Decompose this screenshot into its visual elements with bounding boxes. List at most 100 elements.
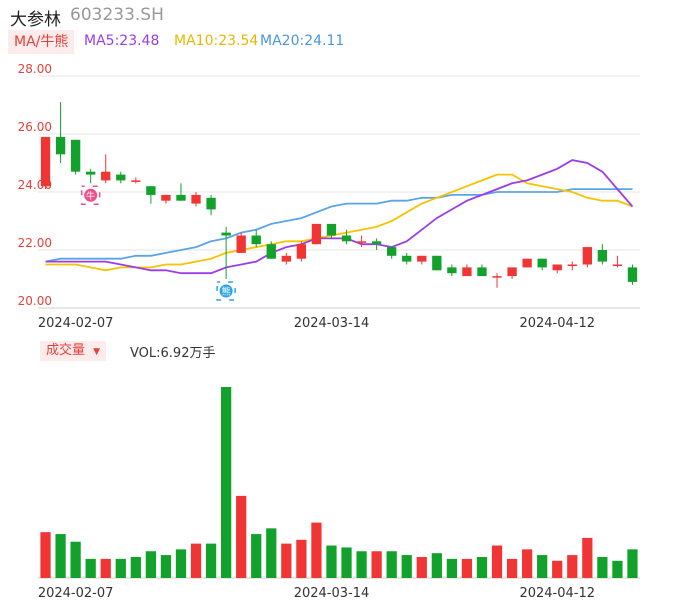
volume-bar xyxy=(266,528,277,578)
volume-value: VOL:6.92万手 xyxy=(130,346,216,361)
ma10-line xyxy=(45,173,633,272)
volume-bar xyxy=(115,558,126,578)
candle-body xyxy=(492,276,502,278)
candle-body xyxy=(387,247,397,256)
volume-bar xyxy=(205,543,217,578)
price-x-tick-label: 2024-02-07 xyxy=(38,316,114,331)
candle-body xyxy=(417,255,427,262)
bull-marker-icon: 牛 xyxy=(80,185,101,206)
volume-bar xyxy=(236,495,247,578)
candle-body xyxy=(266,244,276,259)
candle-body xyxy=(371,241,382,245)
volume-label: 成交量 xyxy=(46,343,86,358)
candle-body xyxy=(627,267,638,282)
candle-body xyxy=(161,194,171,201)
price-axis-tick-label: 20.00 xyxy=(18,294,52,308)
candle-body xyxy=(477,267,487,277)
candle-body xyxy=(191,194,201,204)
volume-bar xyxy=(506,558,518,578)
candle-body xyxy=(236,235,246,253)
marker-dot xyxy=(84,188,98,202)
candle-body xyxy=(552,264,562,271)
ma5-line xyxy=(45,159,634,275)
candle-body xyxy=(101,171,111,181)
volume-x-tick-label: 2024-03-14 xyxy=(294,586,370,601)
ma20-line xyxy=(45,188,633,263)
volume-bar xyxy=(431,553,442,578)
candle-body xyxy=(40,136,51,187)
candle-body xyxy=(537,258,547,268)
volume-bar xyxy=(40,532,51,578)
ma20-value: MA20:24.11 xyxy=(260,33,345,49)
candle-body xyxy=(522,258,532,268)
candle-body xyxy=(70,139,81,172)
volume-bar xyxy=(326,545,337,578)
volume-bar xyxy=(552,560,563,578)
candle-body xyxy=(296,244,307,259)
volume-bar xyxy=(476,556,488,578)
candle-body xyxy=(311,223,322,245)
candle-body xyxy=(462,267,472,277)
volume-bar xyxy=(386,551,397,578)
candle-body xyxy=(326,223,337,236)
candle-body xyxy=(447,267,457,274)
marker-label: 牛 xyxy=(86,190,95,202)
volume-bar xyxy=(281,543,292,578)
volume-bar xyxy=(160,555,172,578)
candle-body xyxy=(507,267,517,277)
candle-body xyxy=(146,186,156,195)
price-x-tick-label: 2024-04-12 xyxy=(519,316,595,331)
candle-body xyxy=(86,171,96,175)
volume-bar xyxy=(461,558,473,578)
ma10-value: MA10:23.54 xyxy=(174,33,259,49)
price-x-tick-label: 2024-03-14 xyxy=(294,316,370,331)
volume-bar xyxy=(582,537,593,578)
dropdown-arrow-icon: ▼ xyxy=(93,347,101,357)
volume-bar xyxy=(145,551,156,578)
candle-body xyxy=(221,232,231,236)
marker-frame xyxy=(216,281,236,301)
ma-toggle-button[interactable]: MA/牛熊 xyxy=(8,30,75,54)
candle-body xyxy=(251,235,261,245)
candle-body xyxy=(341,235,352,242)
volume-bar xyxy=(190,543,202,578)
volume-bar xyxy=(311,522,322,578)
volume-bar xyxy=(522,549,533,578)
volume-bar xyxy=(416,556,427,578)
candle-body xyxy=(597,250,608,262)
volume-bar xyxy=(251,534,262,578)
volume-bar xyxy=(70,541,81,578)
candle-body xyxy=(567,264,577,266)
marker-dot xyxy=(219,284,233,298)
volume-bar xyxy=(85,558,96,578)
candle-body xyxy=(582,247,592,265)
candle-body xyxy=(131,180,141,182)
candle-body xyxy=(402,255,412,262)
candle-body xyxy=(206,197,216,210)
volume-bar xyxy=(221,387,232,578)
volume-bar xyxy=(296,539,307,578)
price-axis-tick-label: 26.00 xyxy=(18,120,52,134)
volume-bar xyxy=(597,556,608,578)
volume-bar xyxy=(537,555,548,578)
volume-bar xyxy=(401,555,412,578)
price-axis-tick-label: 28.00 xyxy=(18,62,52,76)
volume-bar xyxy=(100,558,111,578)
volume-indicator-dropdown[interactable]: 成交量 ▼ xyxy=(40,341,107,361)
volume-bar xyxy=(356,551,367,578)
volume-bar xyxy=(612,560,623,578)
candle-body xyxy=(432,255,442,271)
ma5-value: MA5:23.48 xyxy=(84,33,160,49)
stock-name: 大参林 xyxy=(10,10,61,30)
volume-bar xyxy=(567,555,578,578)
marker-frame xyxy=(80,185,101,206)
bear-marker-icon: 熊 xyxy=(216,281,236,301)
candle-body xyxy=(356,241,367,243)
candle-body xyxy=(176,194,186,201)
volume-x-tick-label: 2024-02-07 xyxy=(38,586,114,601)
volume-bar xyxy=(341,547,352,578)
volume-bar xyxy=(371,551,382,578)
volume-bar xyxy=(130,556,141,578)
volume-bar xyxy=(627,549,638,578)
